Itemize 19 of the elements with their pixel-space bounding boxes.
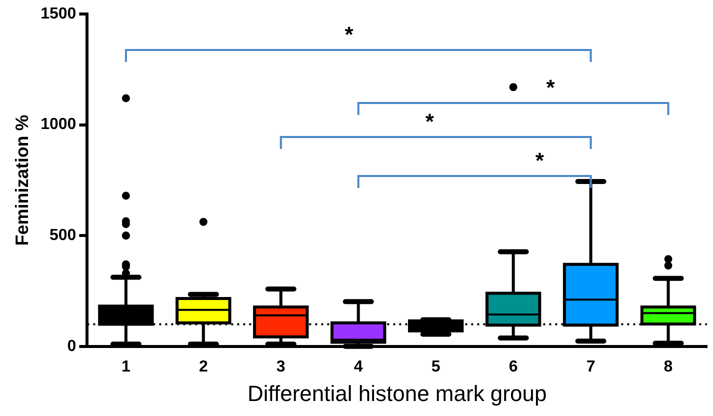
x-tick-label: 6 bbox=[508, 358, 518, 376]
y-axis-title: Feminization % bbox=[12, 114, 32, 246]
x-tick-label: 1 bbox=[121, 358, 130, 376]
x-tick-label: 5 bbox=[431, 358, 440, 376]
significance-bracket: * bbox=[124, 22, 592, 62]
annotation: * bbox=[546, 75, 556, 100]
annotation: * bbox=[344, 22, 354, 47]
x-tick-label: 8 bbox=[664, 358, 673, 376]
x-tick-label: 4 bbox=[354, 358, 363, 376]
y-tick-label: 0 bbox=[67, 338, 76, 355]
annotation: * bbox=[535, 148, 544, 173]
y-tick-label: 1500 bbox=[40, 5, 76, 22]
y-tick-label: 500 bbox=[49, 227, 76, 244]
x-tick-label: 2 bbox=[198, 358, 208, 376]
x-axis-title: Differential histone mark group bbox=[247, 380, 547, 406]
y-tick-label: 1000 bbox=[40, 116, 76, 134]
significance-bracket: * bbox=[357, 148, 592, 188]
x-tick-label: 3 bbox=[276, 358, 286, 376]
x-tick-label: 7 bbox=[586, 358, 596, 376]
